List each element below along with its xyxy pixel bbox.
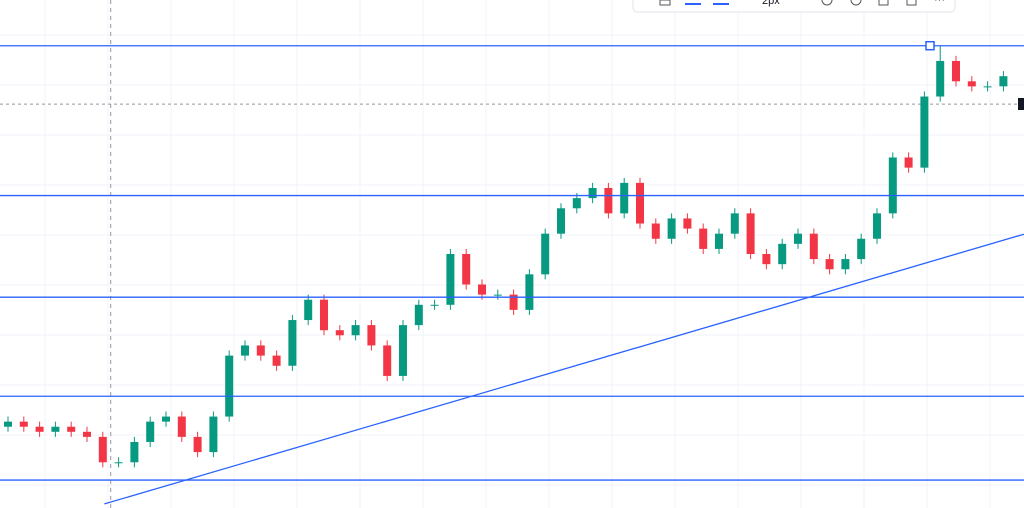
candle-body — [146, 421, 155, 442]
candle-body — [588, 187, 597, 199]
icon[interactable] — [659, 0, 671, 6]
candle-body — [794, 233, 802, 244]
candle-body — [272, 355, 281, 366]
toolbar[interactable]: 2px ··· — [632, 0, 956, 13]
candle-body — [430, 304, 439, 306]
candle-body — [667, 218, 676, 239]
icon[interactable] — [850, 0, 862, 6]
toolbar-box — [632, 0, 956, 13]
candle-body — [888, 157, 897, 214]
candle-body — [446, 254, 455, 305]
candle-body — [162, 416, 170, 422]
candle-body — [983, 86, 992, 88]
candle-body — [509, 294, 518, 310]
candle-body — [241, 345, 249, 356]
candle-body — [809, 233, 818, 260]
candle-body — [462, 254, 471, 285]
candle-body — [51, 426, 60, 432]
candle-body — [715, 233, 723, 249]
candle-body — [114, 462, 123, 464]
candle-body — [746, 213, 755, 254]
candle-body — [320, 299, 328, 331]
color-icon[interactable] — [685, 3, 701, 5]
candle-body — [256, 345, 265, 356]
icon[interactable] — [906, 0, 917, 6]
anchor-handle — [925, 40, 935, 51]
candle-body — [525, 274, 534, 310]
candle-body — [730, 213, 739, 234]
trendline — [104, 233, 1024, 505]
candle-body — [67, 426, 76, 432]
candle-body — [683, 218, 692, 229]
candle-body — [873, 213, 881, 239]
candle-body — [130, 441, 139, 463]
candle-body — [936, 60, 945, 97]
icon[interactable] — [821, 0, 833, 6]
candle-body — [762, 254, 771, 265]
candle-body — [999, 76, 1008, 87]
candle-body — [304, 299, 313, 321]
candle-body — [35, 426, 44, 432]
candle-body — [351, 325, 360, 336]
candle-body — [288, 320, 297, 366]
price-marker — [1018, 98, 1024, 110]
candle-body — [699, 228, 708, 249]
color-icon[interactable] — [713, 3, 729, 5]
candle-body — [367, 325, 376, 346]
candle-body — [83, 431, 91, 437]
candle-body — [98, 436, 107, 463]
more-icon[interactable]: ··· — [934, 0, 945, 6]
candle-body — [493, 294, 502, 296]
candle-body — [335, 330, 344, 336]
candle-body — [4, 421, 12, 427]
candle-body — [209, 416, 218, 453]
icon[interactable] — [878, 0, 889, 6]
candle-body — [967, 81, 976, 87]
candle-body — [636, 182, 644, 224]
candle-body — [572, 198, 581, 209]
candle-body — [19, 421, 28, 427]
candle-body — [604, 187, 613, 214]
candle-body — [193, 436, 202, 453]
candle-body — [620, 182, 629, 214]
candle-body — [225, 355, 234, 417]
candle-body — [857, 238, 866, 260]
candle-body — [557, 208, 565, 234]
candle-body — [651, 223, 660, 239]
candle-body — [825, 259, 834, 270]
candle-body — [841, 259, 850, 270]
width-label[interactable]: 2px — [762, 0, 780, 7]
candle-body — [778, 243, 787, 265]
candle-body — [414, 304, 423, 326]
candle-body — [541, 233, 550, 275]
candle-body — [920, 96, 929, 168]
candle-body — [399, 325, 407, 376]
candle-body — [478, 284, 486, 295]
candle-body — [177, 416, 186, 437]
candle-body — [383, 345, 392, 376]
candle-body — [952, 60, 960, 82]
candle-body — [904, 157, 913, 168]
